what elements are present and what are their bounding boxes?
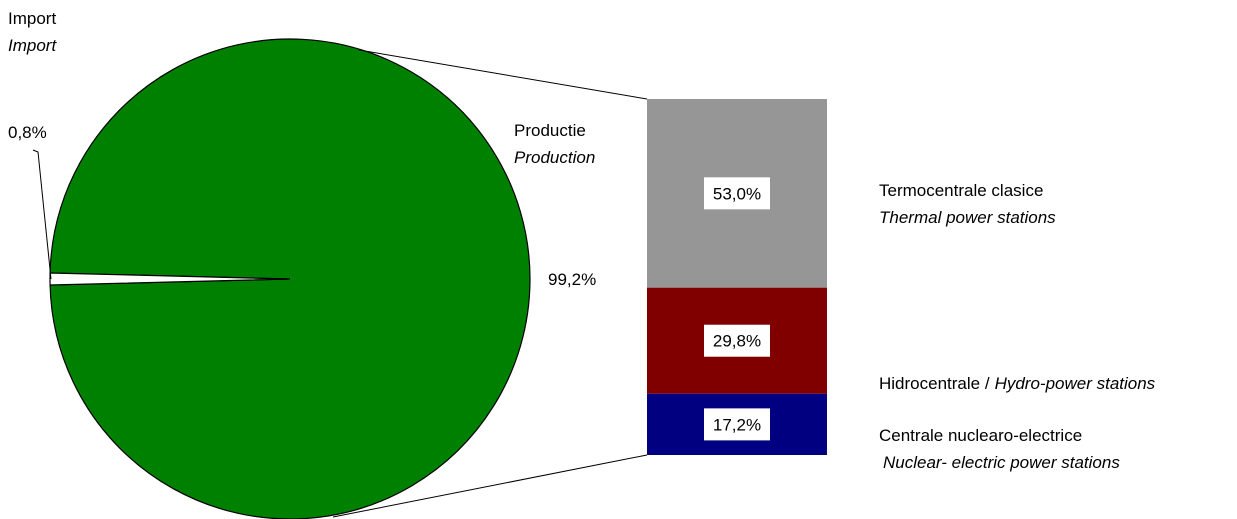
bar-segment-hydro-value-label: 29,8% xyxy=(713,332,761,351)
connector-top xyxy=(358,49,648,100)
production-label-en: Production xyxy=(514,148,595,167)
production-label-ro: Productie xyxy=(514,121,586,140)
connector-bottom xyxy=(332,454,648,518)
bar-segment-nuclear-value-label: 17,2% xyxy=(713,415,761,434)
import-leader-line xyxy=(32,149,52,280)
bar-segment-hydro-label-box xyxy=(704,324,770,357)
thermal-label-en: Thermal power stations xyxy=(879,208,1056,227)
bar-segment-nuclear-label-box xyxy=(704,408,770,441)
bar-segment-thermal-value-label: 53,0% xyxy=(713,184,761,203)
hydro-label: Hidrocentrale / Hydro-power stations xyxy=(879,374,1156,393)
thermal-label-ro: Termocentrale clasice xyxy=(879,181,1043,200)
production-value-label: 99,2% xyxy=(548,270,596,289)
import-label-en: Import xyxy=(8,36,57,55)
import-value-label: 0,8% xyxy=(8,123,47,142)
nuclear-label-ro: Centrale nuclearo-electrice xyxy=(879,426,1082,445)
nuclear-label-en: Nuclear- electric power stations xyxy=(883,453,1120,472)
stacked-bar: 53,0% 29,8% 17,2% xyxy=(647,99,827,455)
connector-lines xyxy=(32,49,648,518)
hydro-label-ro: Hidrocentrale / xyxy=(879,374,990,393)
pie xyxy=(49,38,531,519)
pie-slice-production xyxy=(49,38,531,519)
hydro-label-en: Hydro-power stations xyxy=(995,374,1156,393)
import-label-ro: Import xyxy=(8,9,56,28)
bar-segment-thermal-label-box xyxy=(704,177,770,210)
